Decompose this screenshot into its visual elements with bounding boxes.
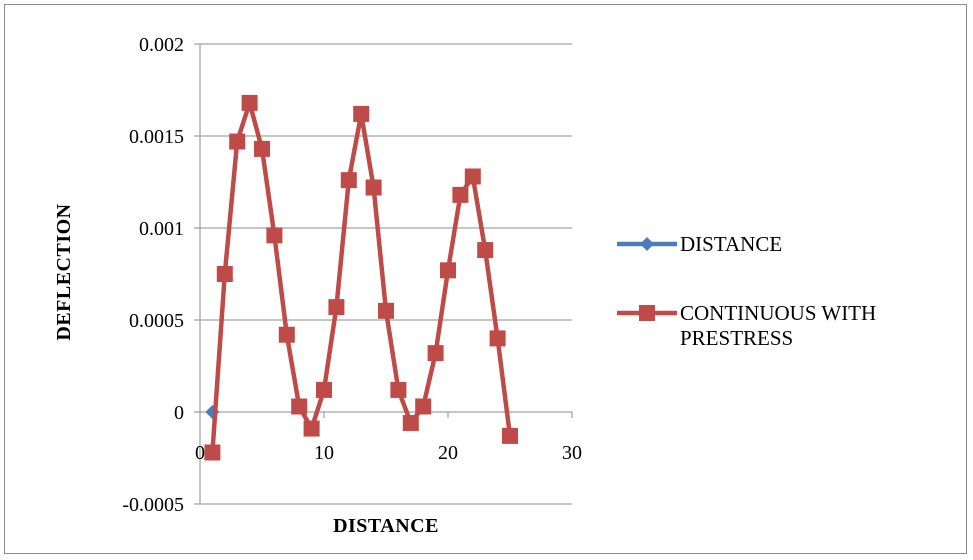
data-point — [452, 186, 469, 203]
data-point — [266, 227, 283, 244]
data-point — [254, 140, 270, 157]
y-tick-label: 0.002 — [139, 34, 184, 56]
data-point — [316, 381, 332, 398]
y-tick-label: 0.0005 — [129, 310, 184, 332]
data-point — [427, 345, 444, 362]
y-axis-title: DEFLECTION — [53, 203, 75, 340]
legend: DISTANCE CONTINUOUS WITH PRESTRESS — [617, 232, 876, 350]
data-point — [291, 398, 308, 415]
data-point — [402, 415, 419, 432]
data-point — [216, 266, 233, 282]
data-point — [229, 133, 246, 150]
data-point — [390, 381, 407, 398]
data-point — [440, 262, 456, 279]
data-point — [365, 179, 382, 196]
axes — [194, 43, 573, 505]
data-point — [353, 105, 370, 122]
data-point — [241, 94, 258, 111]
y-tick-label: 0 — [174, 402, 184, 424]
y-tick-label: 0.0015 — [129, 126, 184, 148]
x-axis-title: DISTANCE — [333, 515, 439, 537]
legend-label: CONTINUOUS WITH PRESTRESS — [680, 301, 876, 350]
y-tick-label: -0.0005 — [122, 494, 184, 516]
x-tick-label: 30 — [562, 442, 582, 464]
data-point — [502, 427, 518, 444]
data-point — [378, 302, 394, 319]
data-point — [204, 444, 221, 461]
x-tick-label: 0 — [195, 442, 205, 464]
legend-marker — [639, 305, 655, 321]
data-point — [415, 398, 432, 415]
legend-marker — [640, 237, 654, 251]
legend-label: DISTANCE — [680, 232, 782, 256]
x-tick-label: 20 — [438, 442, 458, 464]
x-tick-label: 10 — [314, 442, 334, 464]
y-tick-label: 0.001 — [139, 218, 184, 240]
chart-frame — [4, 4, 967, 554]
data-point — [303, 420, 320, 437]
data-point — [489, 330, 506, 347]
legend-item: CONTINUOUS WITH PRESTRESS — [617, 301, 876, 350]
data-point — [328, 299, 345, 316]
data-point — [340, 172, 357, 189]
data-point — [278, 326, 295, 343]
legend-item: DISTANCE — [617, 232, 782, 256]
tick-labels: -0.0005 0 0.0005 0.001 0.0015 0.002 0 10 20 30 — [122, 34, 582, 516]
data-point — [477, 242, 494, 259]
data-point — [464, 168, 481, 185]
plot-series — [204, 94, 518, 461]
series-1 — [204, 94, 518, 461]
